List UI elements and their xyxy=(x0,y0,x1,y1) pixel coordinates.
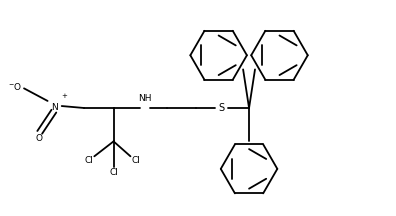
Text: Cl: Cl xyxy=(109,168,118,177)
Text: N: N xyxy=(51,103,58,113)
Text: NH: NH xyxy=(138,94,152,103)
Text: Cl: Cl xyxy=(131,156,141,165)
Text: Cl: Cl xyxy=(84,156,93,165)
Text: $^{-}$O: $^{-}$O xyxy=(8,81,23,92)
Text: O: O xyxy=(36,134,42,143)
Text: +: + xyxy=(61,93,67,99)
Text: S: S xyxy=(219,103,225,113)
